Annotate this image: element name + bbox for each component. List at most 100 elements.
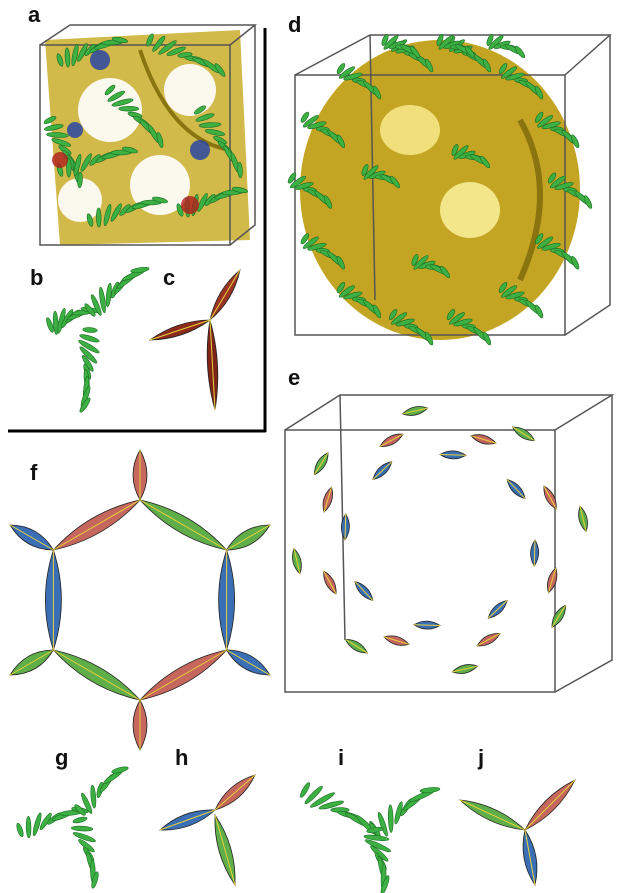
rod (79, 397, 91, 413)
rod (318, 800, 344, 810)
ribbon-axis (547, 567, 557, 594)
ribbon-axis (9, 524, 54, 551)
blue-patch (190, 140, 210, 160)
rod (122, 146, 138, 154)
rod (32, 812, 42, 837)
ribbon-axis (524, 779, 576, 831)
ribbon-axis (226, 649, 271, 676)
rod (486, 34, 494, 46)
ribbon-axis (459, 799, 526, 831)
rod (111, 98, 134, 107)
rod (103, 204, 112, 226)
ribbon-axis (579, 506, 587, 532)
panel-label: b (30, 265, 43, 290)
panel-d-surface (300, 40, 580, 340)
ribbon-axis (209, 269, 241, 321)
ribbon-axis (345, 638, 368, 654)
rod (152, 196, 168, 204)
rod (583, 195, 593, 209)
ribbon-axis (524, 829, 536, 886)
ribbon-axis (383, 636, 410, 645)
rod (204, 129, 226, 136)
rod (380, 875, 390, 893)
rod (111, 766, 129, 774)
rod (550, 175, 566, 189)
ribbon-axis (53, 649, 141, 701)
ribbon-axis (476, 633, 501, 647)
rod (79, 334, 100, 343)
rod (104, 84, 116, 96)
helices (9, 33, 593, 893)
ribbon-axis (512, 426, 535, 442)
rod (52, 310, 59, 335)
rod (64, 47, 71, 68)
ribbon-axis (9, 649, 54, 676)
rod (409, 45, 421, 59)
rod (66, 157, 72, 178)
rod (84, 303, 96, 317)
rod (214, 63, 226, 77)
ribbon-axis (344, 513, 347, 541)
rod (446, 309, 456, 320)
ribbon-axis (506, 479, 526, 499)
rod (323, 195, 333, 209)
rod (198, 122, 222, 128)
ribbon-axis (452, 665, 478, 673)
rod (498, 281, 508, 293)
ribbon-axis (209, 319, 216, 411)
rod (537, 236, 554, 249)
ribbon-axis (226, 524, 271, 551)
rod (302, 236, 319, 249)
ribbon-axis (139, 649, 227, 701)
rod (51, 138, 72, 147)
rod (338, 285, 355, 298)
rod (72, 832, 96, 843)
rod (152, 35, 166, 52)
rod (232, 186, 248, 194)
rod (534, 85, 544, 100)
rod (81, 792, 93, 814)
rod (338, 66, 355, 79)
ribbon-axis (470, 435, 497, 444)
rod (388, 309, 398, 320)
red-patch (181, 196, 199, 214)
rod (571, 255, 580, 270)
rod (156, 132, 164, 148)
panel-label: d (288, 12, 301, 37)
rod (363, 834, 390, 841)
rod (464, 45, 476, 59)
rod (166, 46, 186, 56)
panel-label: e (288, 365, 300, 390)
rod (501, 66, 518, 79)
ribbon-axis (354, 581, 374, 601)
rod (73, 154, 82, 176)
rod (514, 45, 526, 59)
rod (310, 792, 335, 808)
rod (419, 787, 441, 793)
rod (194, 105, 206, 115)
rod (74, 804, 86, 816)
rod (448, 312, 465, 325)
ribbon-axis (543, 485, 557, 510)
ribbon-axis (53, 499, 141, 551)
ribbon-axis (323, 570, 337, 595)
rod (451, 144, 459, 156)
rod (387, 804, 394, 833)
rod (287, 172, 297, 184)
rod (534, 233, 544, 245)
rod (571, 134, 580, 149)
rod (366, 826, 384, 834)
rod (501, 285, 518, 298)
rod (424, 331, 434, 346)
panel-a-surface (45, 30, 250, 245)
rod (534, 111, 544, 123)
rod (46, 132, 69, 138)
rod (336, 255, 345, 270)
ribbon-axis (139, 499, 227, 551)
ribbon-axis (533, 539, 536, 567)
ribbon-axis (159, 809, 216, 831)
rod (391, 312, 408, 325)
panel-label: h (175, 745, 188, 770)
rod (482, 331, 492, 346)
